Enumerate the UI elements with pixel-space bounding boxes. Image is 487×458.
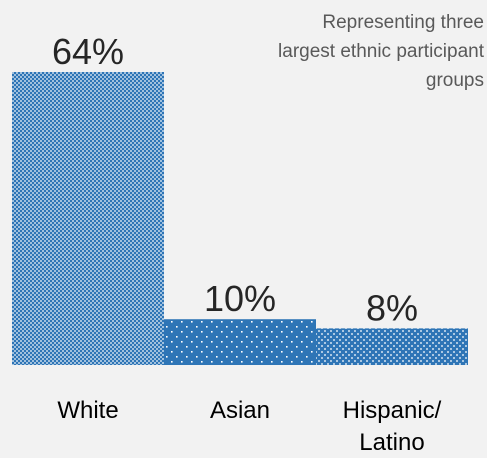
category-label-line: Hispanic/ (343, 397, 442, 424)
bar-hispanic (316, 328, 468, 365)
value-label: 10% (204, 278, 276, 319)
category-labels: White Asian Hispanic/Latino (57, 397, 441, 456)
bars (12, 72, 468, 365)
annotation-line: largest ethnic participant (278, 41, 485, 62)
category-label-line: White (57, 397, 118, 424)
value-labels: 64% 10% 8% (52, 31, 418, 328)
category-label-line: Asian (210, 397, 270, 424)
annotation-line: groups (426, 70, 484, 91)
category-label: Hispanic/Latino (343, 397, 442, 456)
bar-white (12, 72, 164, 365)
value-label: 64% (52, 31, 124, 72)
value-label: 8% (366, 287, 418, 328)
category-label: White (57, 397, 118, 424)
category-label: Asian (210, 397, 270, 424)
chart-annotation: Representing three largest ethnic partici… (278, 12, 485, 91)
annotation-line: Representing three (322, 12, 484, 33)
category-label-line: Latino (359, 429, 424, 456)
bar-asian (164, 319, 316, 365)
